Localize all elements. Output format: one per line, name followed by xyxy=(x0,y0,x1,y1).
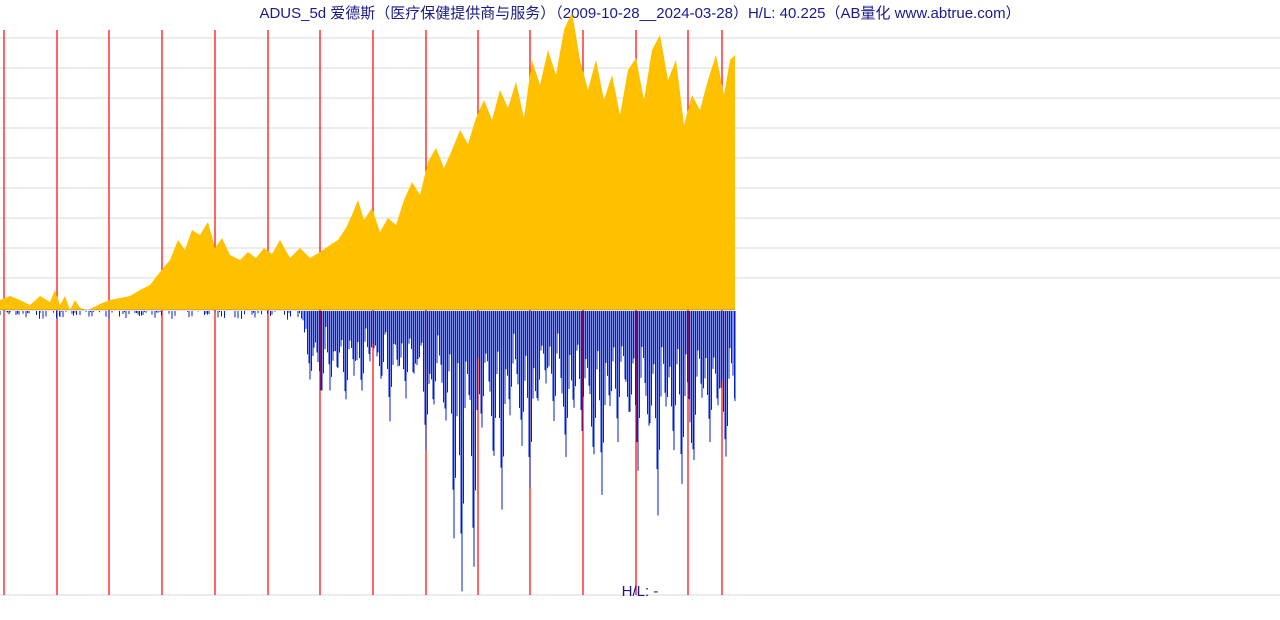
stock-chart xyxy=(0,0,1280,620)
chart-footer: H/L: - xyxy=(0,583,1280,600)
